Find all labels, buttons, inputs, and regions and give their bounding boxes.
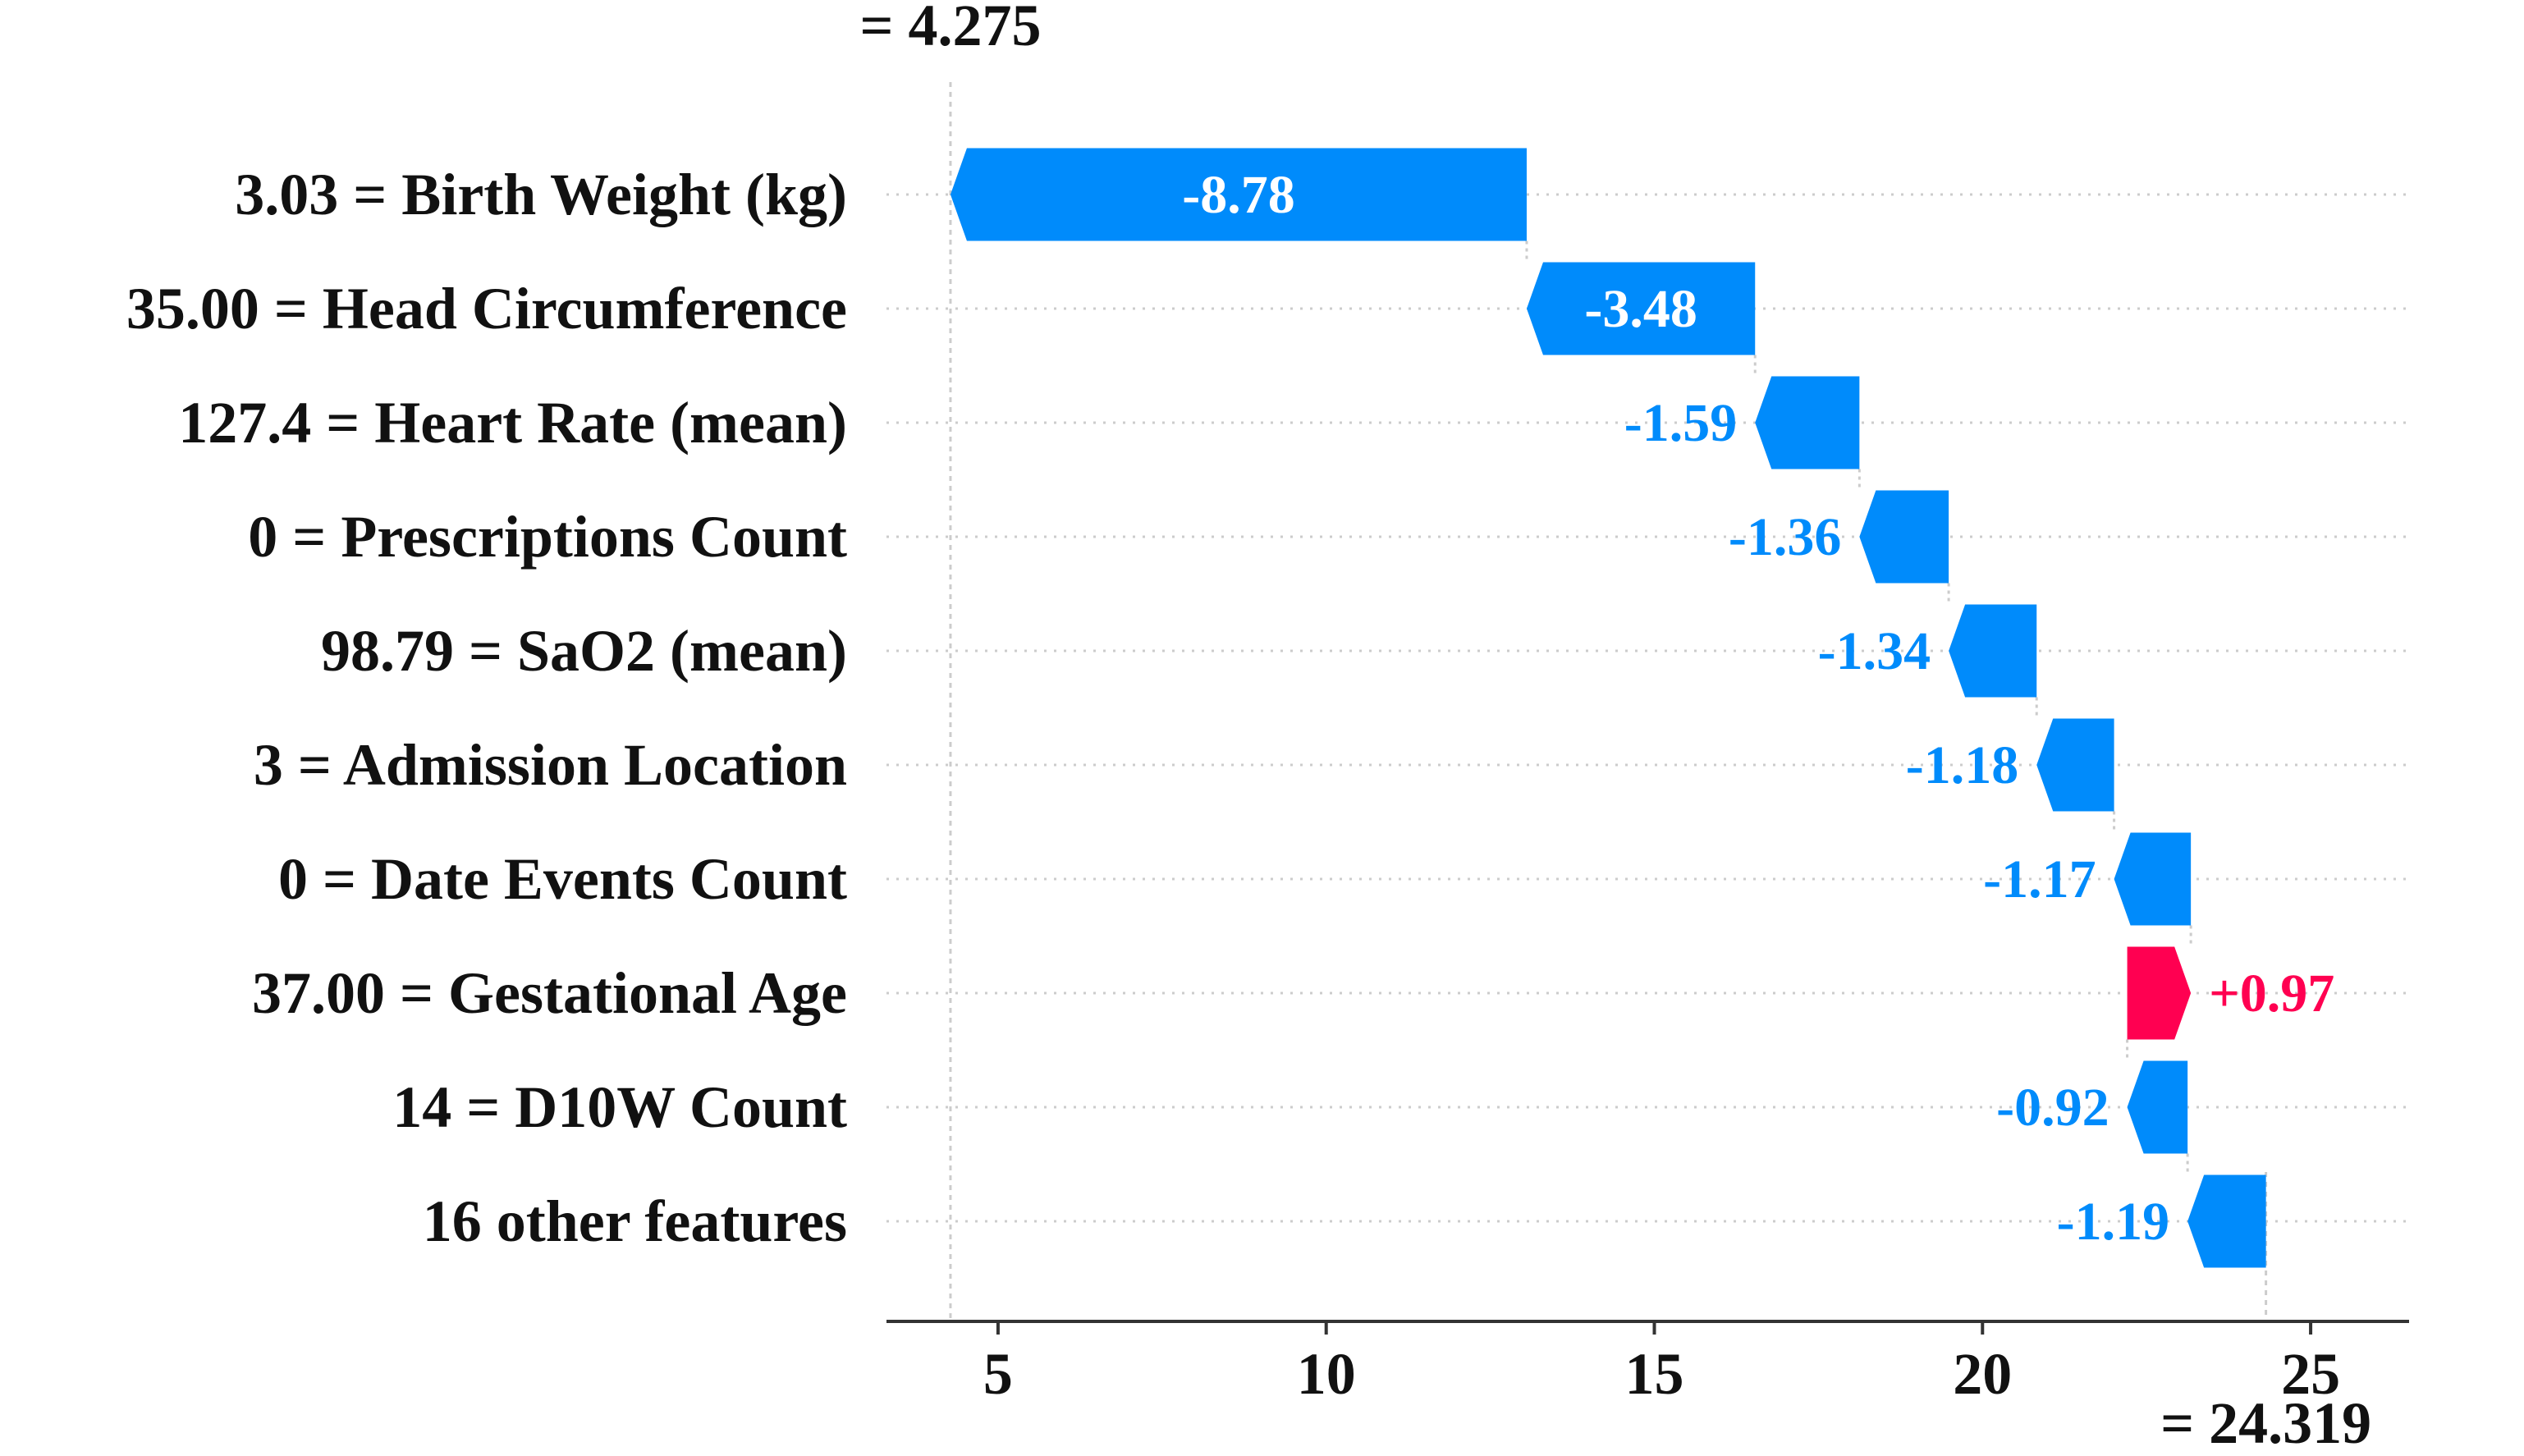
- bar-value-label: -1.34: [1818, 621, 1931, 681]
- feature-label: 3.03 = Birth Weight (kg): [235, 162, 847, 227]
- base-value-label: = 4.275: [859, 0, 1041, 58]
- bar: [950, 148, 1527, 241]
- final-value-label: = 24.319: [2160, 1390, 2371, 1456]
- feature-label: 35.00 = Head Circumference: [126, 276, 847, 341]
- x-tick-label: 20: [1953, 1341, 2012, 1407]
- x-tick-label: 10: [1297, 1341, 1356, 1407]
- feature-label: 14 = D10W Count: [392, 1074, 847, 1140]
- feature-label: 98.79 = SaO2 (mean): [321, 618, 847, 684]
- feature-label: 127.4 = Heart Rate (mean): [178, 390, 847, 456]
- x-tick-label: 25: [2281, 1341, 2340, 1407]
- x-tick-label: 5: [983, 1341, 1013, 1407]
- x-tick-label: 15: [1624, 1341, 1683, 1407]
- bar-value-label: -8.78: [1182, 165, 1294, 225]
- bar: [2036, 718, 2114, 812]
- bar: [2114, 832, 2192, 926]
- bar: [2127, 1060, 2188, 1154]
- bar-value-label: -0.92: [1996, 1078, 2109, 1138]
- bar: [2127, 946, 2192, 1040]
- bar: [1949, 604, 2037, 698]
- bar-value-label: -3.48: [1584, 279, 1697, 339]
- feature-label: 16 other features: [423, 1188, 847, 1254]
- x-axis: 5 10 15 20 25= 24.319: [886, 1320, 2409, 1456]
- bar-value-label: -1.17: [1983, 849, 2096, 909]
- feature-label: 0 = Date Events Count: [278, 846, 847, 912]
- bars: -8.78 -3.48 -1.59 -1.36 -1.34 -1.18 -1.17 +0.97…: [950, 148, 2334, 1268]
- bar-value-label: -1.36: [1729, 507, 1841, 567]
- feature-label: 3 = Admission Location: [254, 732, 847, 798]
- feature-label: 0 = Prescriptions Count: [248, 504, 847, 570]
- bar: [2187, 1174, 2266, 1268]
- bar-value-label: -1.18: [1906, 735, 2018, 795]
- feature-labels: 3.03 = Birth Weight (kg) 35.00 = Head Cir…: [126, 162, 847, 1254]
- bar: [1859, 490, 1949, 584]
- bar: [1755, 376, 1860, 469]
- bar-value-label: -1.19: [2057, 1192, 2169, 1252]
- bar: [1526, 262, 1756, 355]
- feature-label: 37.00 = Gestational Age: [252, 960, 847, 1026]
- bar-value-label: +0.97: [2209, 964, 2334, 1023]
- bar-value-label: -1.59: [1624, 393, 1737, 453]
- reference-lines: = 4.275: [859, 0, 2268, 1321]
